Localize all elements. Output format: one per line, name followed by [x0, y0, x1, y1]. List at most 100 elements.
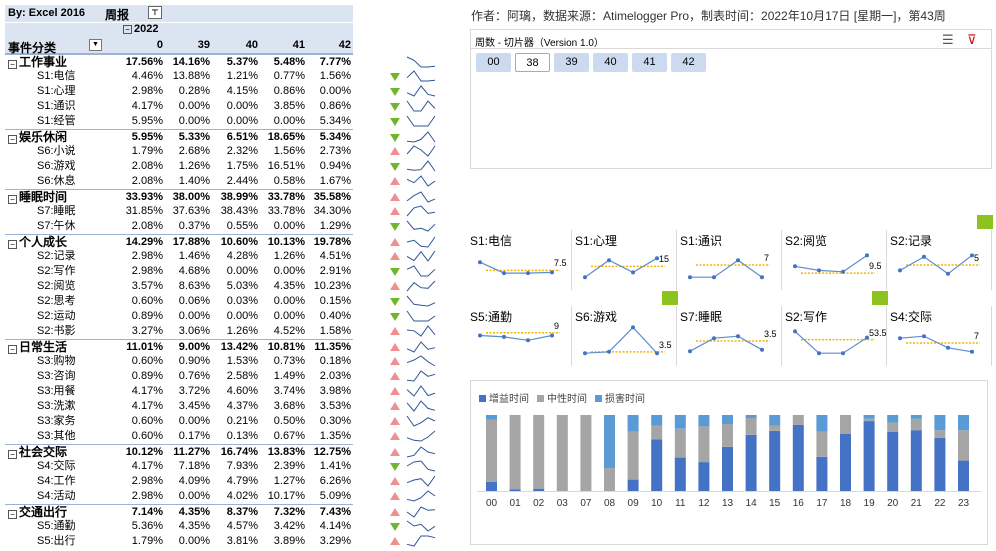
sparkline	[406, 385, 436, 397]
table-cell: 2.39%	[273, 460, 305, 472]
funnel-icon[interactable]: ⊤	[148, 6, 162, 19]
slicer-button-40[interactable]: 40	[593, 53, 628, 72]
pivot-title: By: Excel 2016	[8, 7, 86, 19]
table-cell: 38.00%	[172, 191, 210, 203]
table-cell: 37.63%	[172, 205, 210, 217]
card-title: S1:电信	[470, 234, 513, 248]
table-cell: 3.45%	[178, 400, 210, 412]
bar-segment	[958, 460, 969, 491]
tick-label: 22	[934, 498, 946, 509]
row-label[interactable]: − 日常生活	[8, 340, 67, 355]
tick-label: 20	[887, 498, 899, 509]
week-slicer[interactable]: 周数 - 切片器（Version 1.0） ☰ ⊽ 00 38 39 40 41 42	[470, 29, 992, 169]
bar-segment	[887, 415, 899, 423]
table-cell: 4.35%	[273, 280, 305, 292]
row-label[interactable]: − 工作事业	[8, 55, 67, 70]
row-label-text: S5:出行	[37, 535, 76, 547]
pivot-header: By: Excel 2016 周报 ⊤	[5, 5, 353, 22]
table-cell: 5.48%	[273, 56, 305, 68]
trend-down-icon	[389, 219, 401, 234]
row-label[interactable]: − 娱乐休闲	[8, 130, 67, 145]
table-row: S2:记录 2.98% 1.46% 4.28% 1.26% 4.51%	[5, 249, 436, 264]
sparkline	[406, 415, 436, 427]
year-label[interactable]: −2022	[123, 23, 158, 35]
table-cell: 3.53%	[319, 400, 351, 412]
collapse-icon[interactable]: −	[8, 450, 17, 459]
table-cell: 1.53%	[226, 355, 258, 367]
collapse-icon[interactable]: −	[8, 345, 17, 354]
trend-down-icon	[389, 99, 401, 114]
row-label[interactable]: − 个人成长	[8, 235, 67, 250]
table-cell: 33.78%	[267, 191, 305, 203]
card-title: S5:通勤	[470, 310, 513, 324]
row-label: S6:游戏	[37, 159, 76, 174]
table-cell: 3.89%	[273, 535, 305, 547]
slicer-button-38[interactable]: 38	[515, 53, 550, 72]
table-cell: 0.00%	[178, 535, 210, 547]
clear-filter-icon[interactable]: ⊽	[967, 32, 977, 47]
trend-up-icon	[389, 489, 401, 504]
data-point	[922, 254, 926, 259]
collapse-icon[interactable]: −	[8, 240, 17, 249]
table-cell: 3.57%	[131, 280, 163, 292]
collapse-icon[interactable]: −	[8, 135, 17, 144]
table-row: S4:交际 4.17% 7.18% 7.93% 2.39% 1.41%	[5, 459, 436, 474]
table-row: S6:小说 1.79% 2.68% 2.32% 1.56% 2.73%	[5, 144, 436, 159]
table-cell: 4.17%	[131, 460, 163, 472]
bar-plot: 00 01 02 03 07 08 09 10 11 12 13 14 15 16 17 18 19 20 21 22…	[477, 415, 981, 509]
sparkline	[406, 400, 436, 412]
table-cell: 0.00%	[178, 490, 210, 502]
row-label-text: 日常生活	[19, 340, 68, 354]
tick-label: 10	[651, 498, 663, 509]
row-label-text: S3:咨询	[37, 370, 76, 382]
sparkline	[406, 56, 436, 68]
target-value: 3.5	[659, 339, 672, 350]
table-cell: 0.55%	[226, 220, 258, 232]
slicer-button-41[interactable]: 41	[632, 53, 667, 72]
table-cell: 0.00%	[319, 85, 351, 97]
collapse-icon[interactable]: −	[8, 195, 17, 204]
table-cell: 2.08%	[131, 175, 163, 187]
row-label[interactable]: − 社会交际	[8, 445, 67, 460]
table-row: S3:咨询 0.89% 0.76% 2.58% 1.49% 2.03%	[5, 369, 436, 384]
table-cell: 4.51%	[319, 250, 351, 262]
table-cell: 2.03%	[319, 370, 351, 382]
group-row: − 社会交际 10.12% 11.27% 16.74% 13.83% 12.75%	[5, 444, 436, 460]
table-cell: 4.37%	[226, 400, 258, 412]
trend-up-icon	[389, 249, 401, 264]
slicer-button-42[interactable]: 42	[671, 53, 706, 72]
sparkline	[406, 280, 436, 292]
row-label[interactable]: − 睡眠时间	[8, 190, 67, 205]
trend-down-icon	[389, 159, 401, 174]
table-cell: 3.85%	[273, 100, 305, 112]
bar-segment	[769, 425, 781, 431]
collapse-icon[interactable]: −	[8, 60, 17, 69]
table-cell: 4.68%	[178, 265, 210, 277]
slicer-button-00[interactable]: 00	[476, 53, 511, 72]
tick-label: 02	[533, 498, 545, 509]
slicer-button-39[interactable]: 39	[554, 53, 589, 72]
collapse-icon[interactable]: −	[8, 510, 17, 519]
trend-up-icon	[389, 324, 401, 339]
table-row: S1:经管 5.95% 0.00% 0.00% 0.00% 5.34%	[5, 114, 436, 129]
table-cell: 0.13%	[226, 430, 258, 442]
table-cell: 0.00%	[226, 310, 258, 322]
multiselect-icon[interactable]: ☰	[942, 32, 954, 47]
tick-label: 15	[769, 498, 781, 509]
column-header: 事件分类 ▼ 0 39 40 41 42	[5, 37, 353, 55]
data-point	[655, 351, 659, 356]
kpi-card: S2:阅览 9.5	[783, 230, 887, 290]
trend-down-icon	[389, 264, 401, 279]
table-cell: 1.56%	[273, 145, 305, 157]
row-label[interactable]: − 交通出行	[8, 505, 67, 520]
sparkline	[406, 341, 436, 353]
chevron-down-icon[interactable]: ▼	[89, 39, 102, 51]
table-cell: 5.34%	[319, 131, 351, 143]
kpi-card: S4:交际 7	[888, 306, 992, 366]
data-point	[736, 258, 740, 263]
row-label-text: S4:活动	[37, 490, 76, 502]
table-cell: 7.14%	[131, 506, 163, 518]
data-point	[793, 264, 797, 269]
row-label: S7:午休	[37, 219, 76, 234]
trend-up-icon	[389, 279, 401, 294]
